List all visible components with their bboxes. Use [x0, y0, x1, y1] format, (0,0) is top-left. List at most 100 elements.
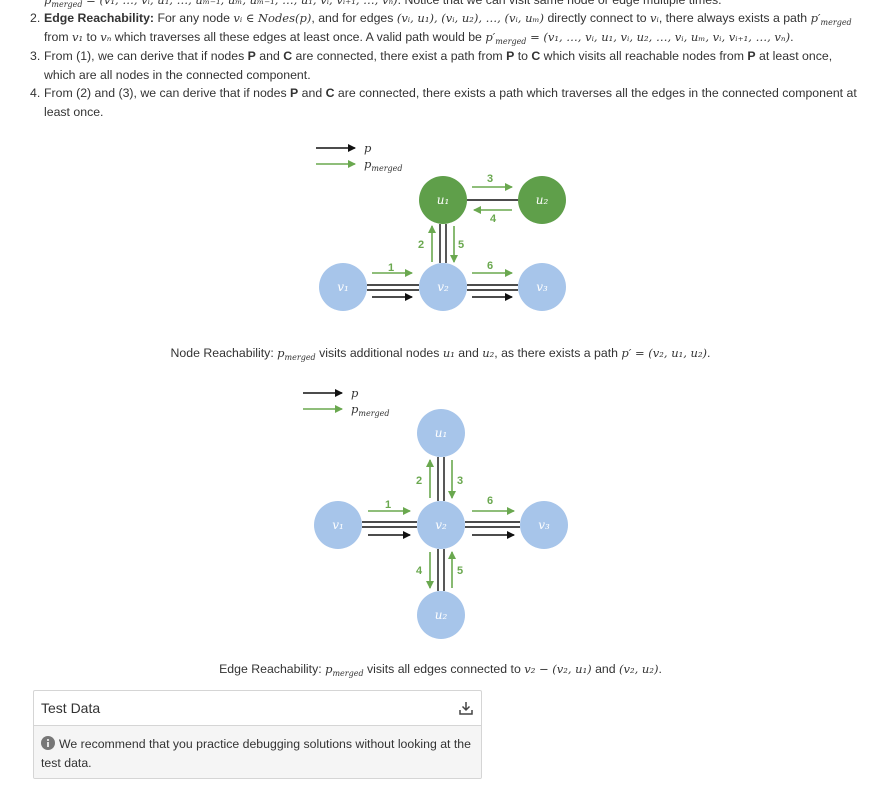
- node: [518, 176, 566, 224]
- math-base: u₁: [442, 346, 455, 360]
- text: are connected, there exist a path from: [292, 49, 507, 63]
- math-subscript: merged: [332, 669, 364, 678]
- text: which visits all reachable nodes from: [540, 49, 748, 63]
- legend-label: p: [364, 141, 371, 155]
- math: = (v₁, …, vᵢ, u₁, …, uₘ₋₁, uₘ, uₘ₋₁, …, …: [82, 0, 398, 7]
- panel-header[interactable]: Test Data: [34, 691, 481, 726]
- bold-text: C: [283, 49, 293, 63]
- text: are connected, there exists a path which…: [44, 86, 857, 119]
- text: to: [83, 29, 101, 44]
- math-base: = (v₁, …, vᵢ, u₁, …, uₘ₋₁, uₘ, uₘ₋₁, …, …: [82, 0, 398, 7]
- node-label: v₁: [332, 518, 344, 532]
- math-base: p′ = (v₂, u₁, u₂): [621, 346, 708, 360]
- math: p: [351, 386, 358, 400]
- text: From (1), we can derive that if nodes: [44, 49, 248, 63]
- text: to: [514, 49, 532, 63]
- math: p′ = (v₂, u₁, u₂): [621, 346, 707, 360]
- text: from: [44, 29, 73, 44]
- math-base: = (v₁, …, vᵢ, u₁, vᵢ, u₂, …, vᵢ, uₘ, vᵢ,…: [526, 29, 791, 44]
- math-subscript: merged: [51, 0, 83, 9]
- math: v₂ − (v₂, u₁): [524, 662, 591, 676]
- bold-text: C: [325, 86, 335, 100]
- math-base: p: [351, 386, 359, 400]
- node-label: v₃: [536, 280, 548, 294]
- text: From (2) and (3), we can derive that if …: [44, 86, 291, 100]
- math-base: u₂: [482, 346, 495, 360]
- text: . Notice that we can visit same node or …: [397, 0, 722, 7]
- edge-label: 1: [385, 499, 391, 511]
- panel-body: We recommend that you practice debugging…: [34, 726, 481, 778]
- math-base: p′: [810, 11, 821, 25]
- math: pmerged: [44, 0, 83, 9]
- bold-text: P: [290, 86, 299, 100]
- text: , there always exists a path: [658, 11, 811, 25]
- math: = (v₁, …, vᵢ, u₁, vᵢ, u₂, …, vᵢ, uₘ, vᵢ,…: [526, 30, 790, 44]
- caption: Edge Reachability: pmerged visits all ed…: [0, 660, 881, 678]
- text: which traverses all these edges at least…: [111, 29, 486, 44]
- node-label: u₁: [435, 426, 448, 440]
- math-subscript: merged: [358, 409, 390, 418]
- edge-label: 2: [416, 475, 422, 487]
- text: visits additional nodes: [315, 346, 443, 360]
- text: and: [298, 86, 326, 100]
- math-base: vᵢ: [650, 11, 659, 25]
- bold-text: P: [747, 49, 756, 63]
- math-base: p: [364, 141, 372, 155]
- math: pmerged: [277, 346, 316, 362]
- node: [314, 501, 362, 549]
- node-label: v₁: [337, 280, 349, 294]
- math-base: p′: [485, 29, 496, 44]
- list-item: From (1), we can derive that if nodes P …: [44, 47, 859, 84]
- text: and: [454, 346, 483, 360]
- edge-label: 1: [388, 262, 394, 274]
- math: u₁: [443, 346, 455, 360]
- math: p′merged: [810, 11, 852, 27]
- math-subscript: merged: [820, 18, 852, 27]
- math: pmerged: [351, 402, 390, 418]
- node-label: v₂: [435, 518, 447, 532]
- math-base: vₙ: [100, 29, 112, 44]
- list-item: From (2) and (3), we can derive that if …: [44, 84, 859, 121]
- text: .: [658, 662, 662, 676]
- edge-label: 4: [416, 565, 423, 577]
- math: pmerged: [325, 662, 364, 678]
- edge-label: 4: [490, 213, 497, 225]
- math-subscript: merged: [284, 353, 316, 362]
- text: , as there exists a path: [494, 346, 622, 360]
- text: For any node: [154, 11, 234, 25]
- bold-text: P: [247, 49, 256, 63]
- node-label: v₂: [437, 280, 449, 294]
- math-base: p: [351, 402, 359, 416]
- node: [319, 263, 367, 311]
- math-base: v₁: [72, 29, 84, 44]
- math-base: v₂ − (v₂, u₁): [524, 662, 592, 676]
- test-data-panel: Test Data We recommend that you practice…: [33, 690, 482, 779]
- list-item: Edge Reachability: For any node vᵢ ∈ Nod…: [44, 9, 859, 46]
- math: (v₂, u₂): [619, 662, 658, 676]
- math: pmerged: [364, 157, 403, 173]
- panel-title: Test Data: [41, 700, 101, 716]
- list-number: 3.: [30, 49, 41, 63]
- text: and: [591, 662, 620, 676]
- math: vᵢ ∈ Nodes(p): [233, 11, 311, 25]
- list-number: 2.: [30, 11, 41, 25]
- node-label: u₁: [437, 193, 450, 207]
- math: vᵢ: [650, 11, 659, 25]
- text: and: [255, 49, 284, 63]
- download-icon[interactable]: [458, 700, 474, 716]
- legend-label: pmerged: [364, 157, 403, 173]
- math-base: p: [44, 0, 52, 7]
- node: [417, 501, 465, 549]
- text: , and for edges: [311, 11, 397, 25]
- math: vₙ: [100, 30, 111, 44]
- text: Edge Reachability:: [219, 662, 326, 676]
- node: [417, 409, 465, 457]
- node: [417, 591, 465, 639]
- bold-text: C: [531, 49, 541, 63]
- math-base: p: [277, 346, 285, 360]
- node: [518, 263, 566, 311]
- node: [419, 176, 467, 224]
- text: .: [707, 346, 711, 360]
- text: at least once, which are all nodes in th…: [44, 49, 833, 82]
